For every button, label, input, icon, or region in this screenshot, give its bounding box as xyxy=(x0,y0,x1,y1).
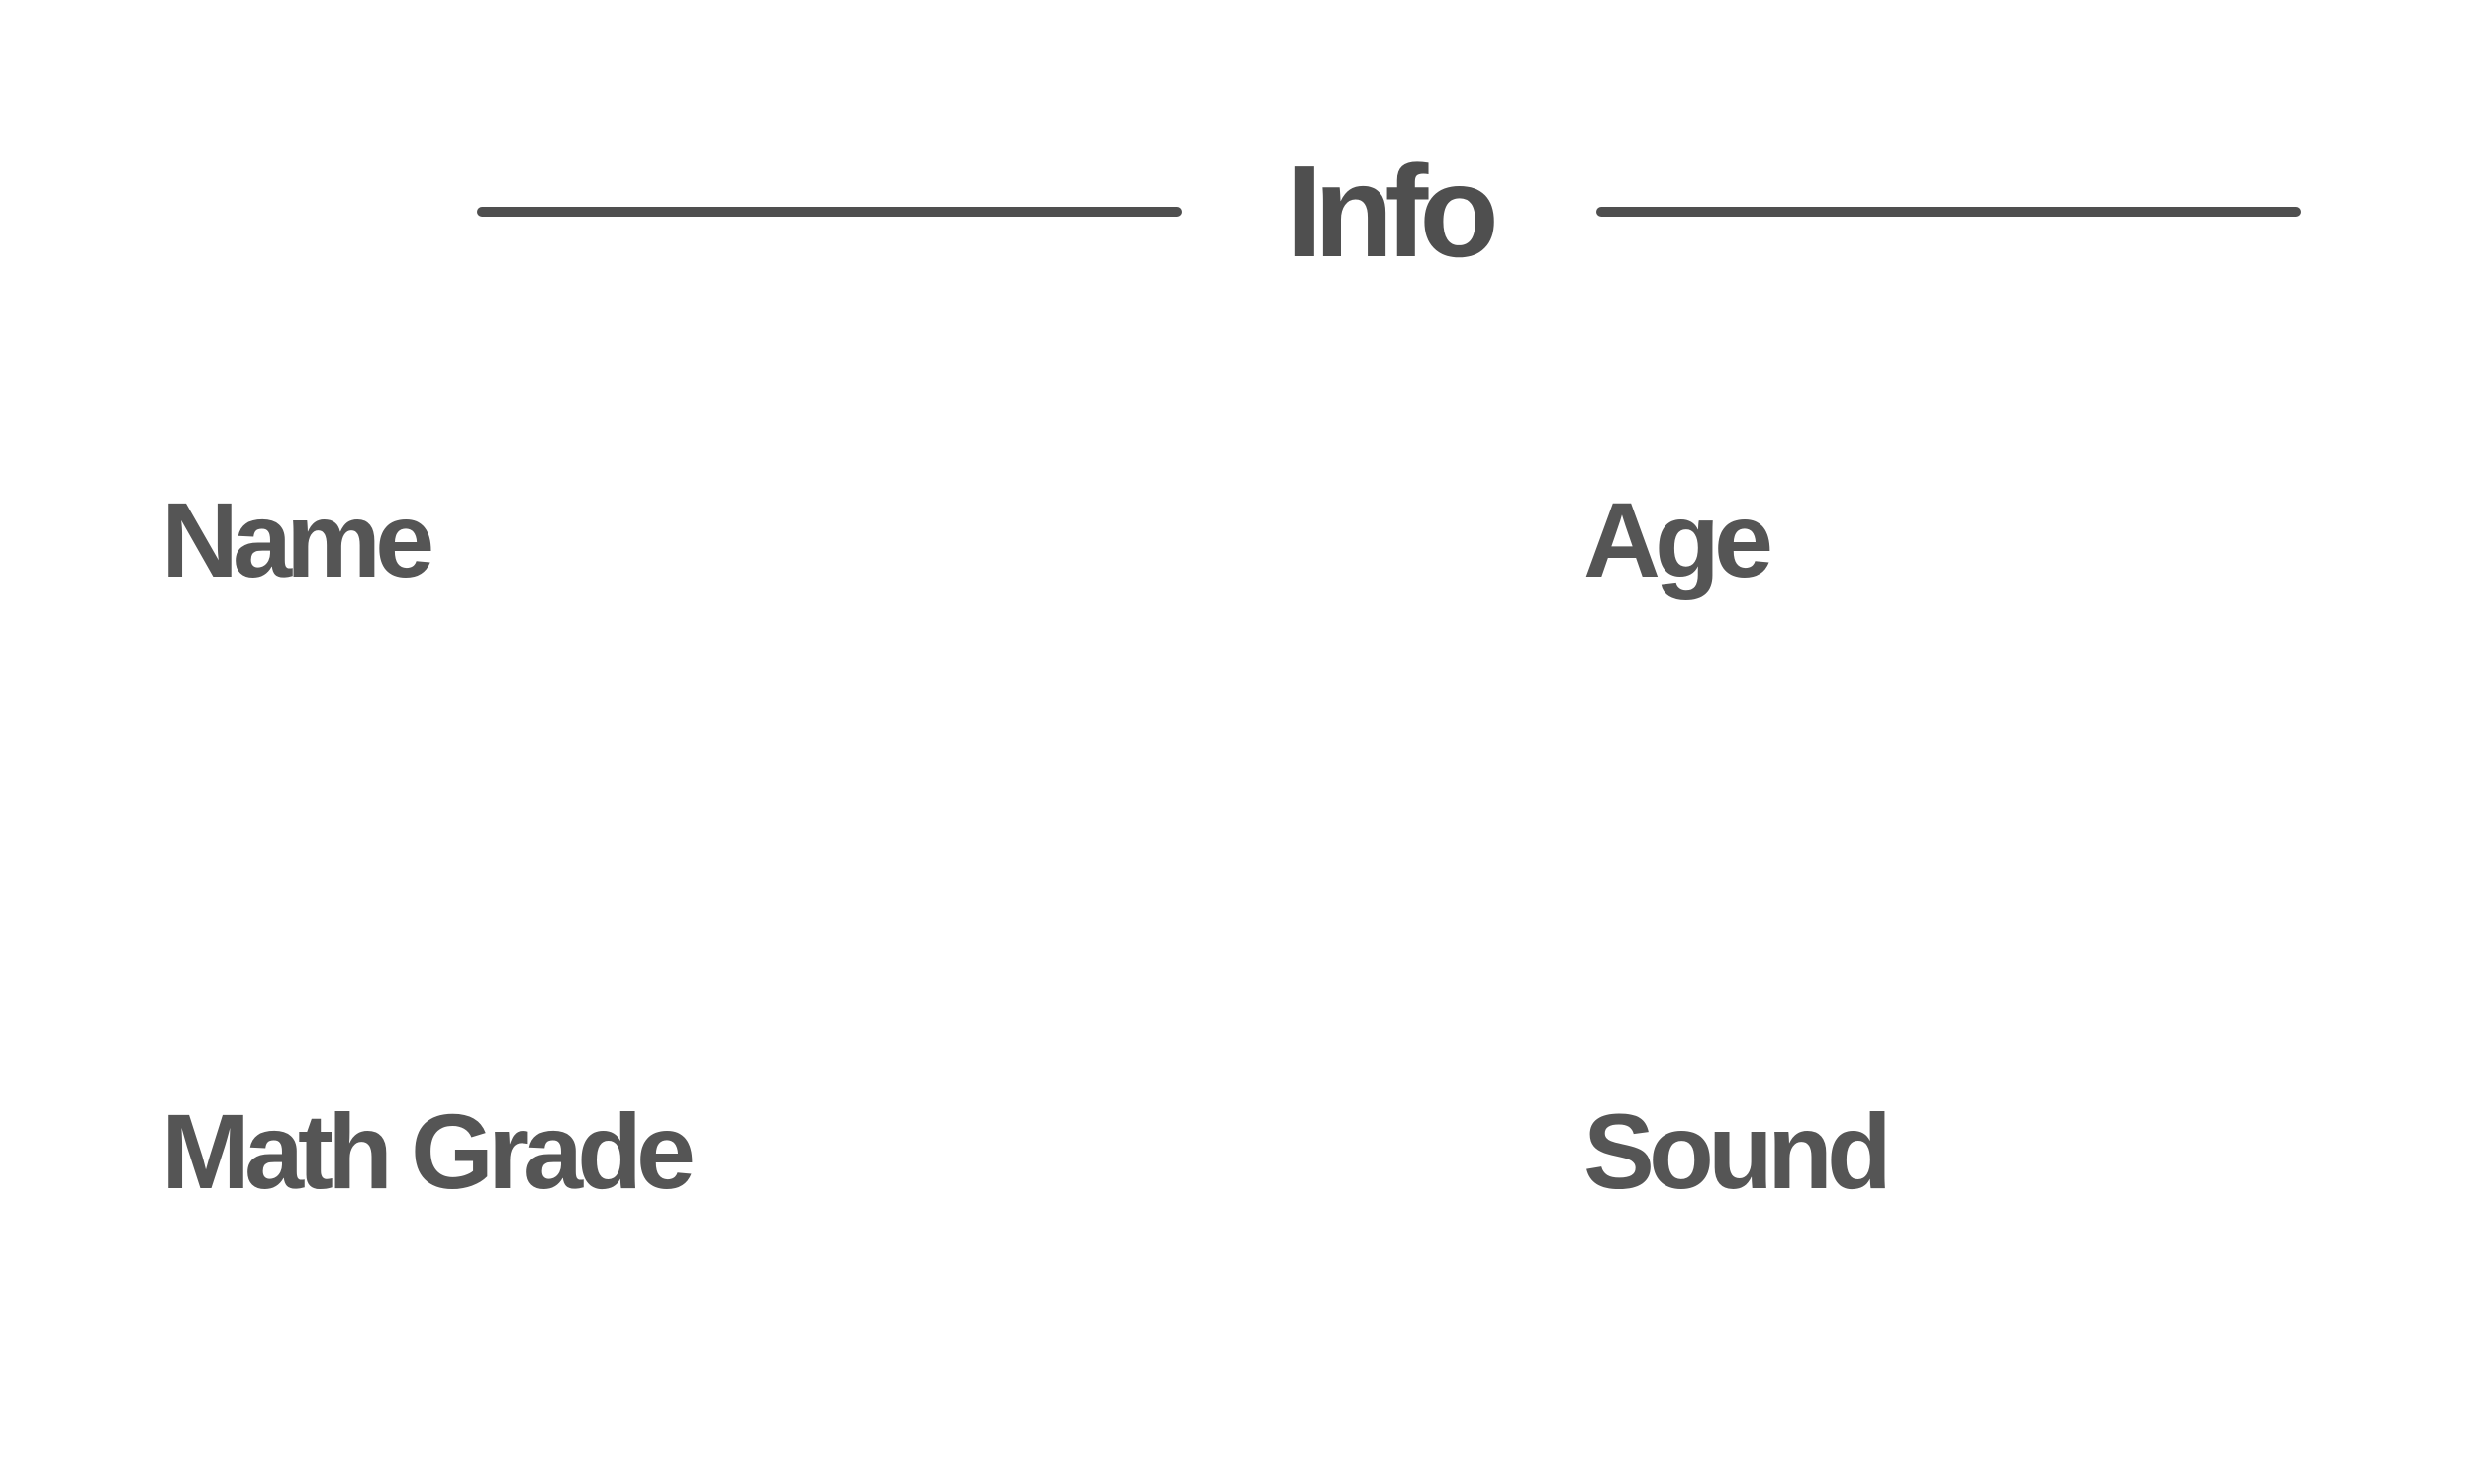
name-label: Name xyxy=(161,480,434,600)
header-divider-left xyxy=(477,207,1182,217)
sound-label: Sound xyxy=(1583,1091,1892,1211)
page-title: Info xyxy=(1286,139,1499,284)
header-divider-right xyxy=(1596,207,2301,217)
math-grade-label: Math Grade xyxy=(161,1091,696,1211)
age-label: Age xyxy=(1583,480,1773,600)
